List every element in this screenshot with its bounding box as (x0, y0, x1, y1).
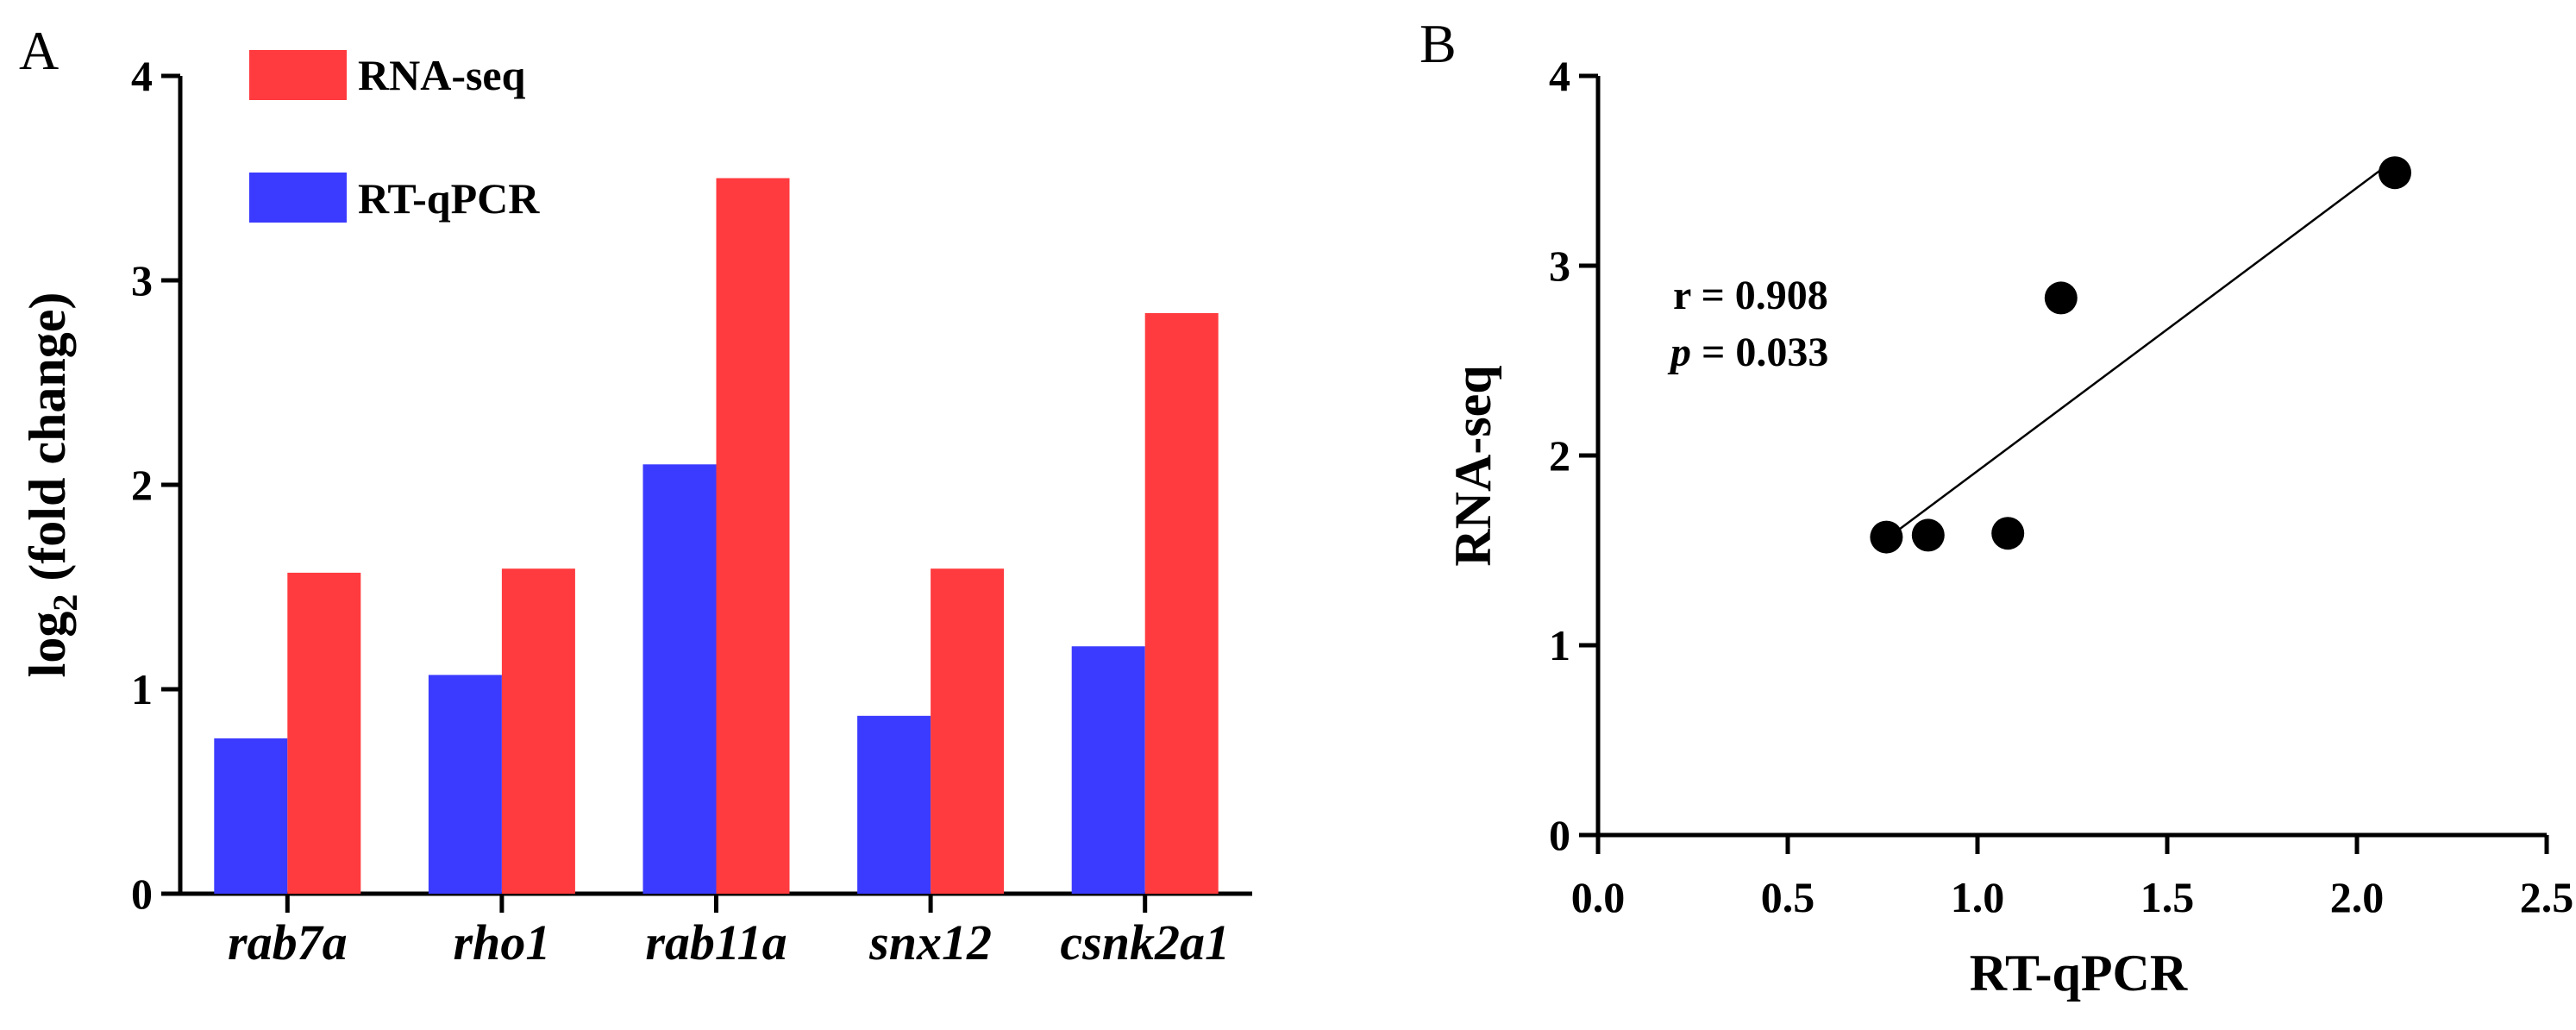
bar-csnk2a1-rna-seq (1144, 312, 1219, 894)
regression-line (1885, 158, 2396, 540)
panel-a-y-tick-label: 0 (131, 870, 153, 918)
panel-b-x-tick-label: 2.0 (2330, 873, 2385, 921)
legend-label-rt-qpcr: RT-qPCR (358, 174, 540, 223)
scatter-point-3 (1991, 517, 2025, 550)
panel-a-y-tick-label: 3 (131, 256, 153, 305)
scatter-point-2 (1911, 518, 1945, 552)
bar-snx12-rna-seq (931, 568, 1005, 894)
panel-b-x-tick-label: 0.0 (1571, 873, 1626, 921)
panel-b-y-tick-label: 2 (1549, 431, 1570, 480)
bar-rab7a-rt-qpcr (214, 738, 288, 894)
p-value-annotation: p = 0.033 (1667, 330, 1828, 375)
scatter-point-1 (1870, 520, 1903, 554)
panel-b-y-tick-label: 3 (1549, 242, 1570, 290)
bar-csnk2a1-rt-qpcr (1071, 646, 1145, 894)
bar-rab11a-rt-qpcr (642, 464, 717, 894)
category-label-rab11a: rab11a (645, 914, 787, 970)
legend-swatch-rt-qpcr (249, 173, 347, 223)
legend-label-rna-seq: RNA-seq (358, 51, 526, 99)
category-label-snx12: snx12 (868, 914, 992, 970)
scatter-point-4 (2044, 281, 2078, 315)
panel-b-y-tick-label: 4 (1549, 52, 1570, 100)
panel-b-x-tick-label: 2.5 (2520, 873, 2574, 921)
panel-b-scatter-plot: B 0 1 2 3 4 0.0 0.5 1.0 1.5 2.0 2.5 r = 0.908 p =… (1420, 13, 2573, 1002)
scatter-point-5 (2379, 156, 2411, 190)
panel-b-x-tick-label: 1.5 (2140, 873, 2195, 921)
bar-rab11a-rna-seq (716, 178, 790, 894)
bar-snx12-rt-qpcr (857, 715, 931, 894)
panel-b-x-tick-label: 1.0 (1951, 873, 2005, 921)
bar-rho1-rna-seq (501, 568, 575, 894)
panel-a-y-tick-label: 2 (131, 461, 153, 509)
panel-a-y-tick-label: 4 (131, 52, 153, 100)
correlation-r-annotation: r = 0.908 (1673, 273, 1828, 318)
panel-b-label: B (1420, 13, 1457, 74)
panel-b-y-axis-title: RNA-seq (1445, 365, 1501, 566)
panel-b-x-axis-title: RT-qPCR (1970, 945, 2188, 1002)
category-label-csnk2a1: csnk2a1 (1060, 914, 1230, 970)
panel-a-y-axis-title: log2 (fold change) (19, 292, 85, 678)
legend-swatch-rna-seq (249, 50, 347, 100)
panel-a-label: A (19, 20, 59, 81)
bar-rab7a-rna-seq (287, 572, 361, 894)
panel-b-x-tick-label: 0.5 (1761, 873, 1815, 921)
panel-a-y-tick-label: 1 (131, 665, 153, 713)
panel-b-y-tick-label: 1 (1549, 621, 1570, 669)
panel-a-bar-chart: A 0 1 2 3 4 rab7a rho1 rab11a snx12 csnk2a1 log2… (19, 20, 1252, 970)
bar-rho1-rt-qpcr (428, 675, 502, 894)
category-label-rab7a: rab7a (228, 914, 348, 970)
panel-b-y-tick-label: 0 (1549, 811, 1570, 859)
category-label-rho1: rho1 (453, 914, 550, 970)
